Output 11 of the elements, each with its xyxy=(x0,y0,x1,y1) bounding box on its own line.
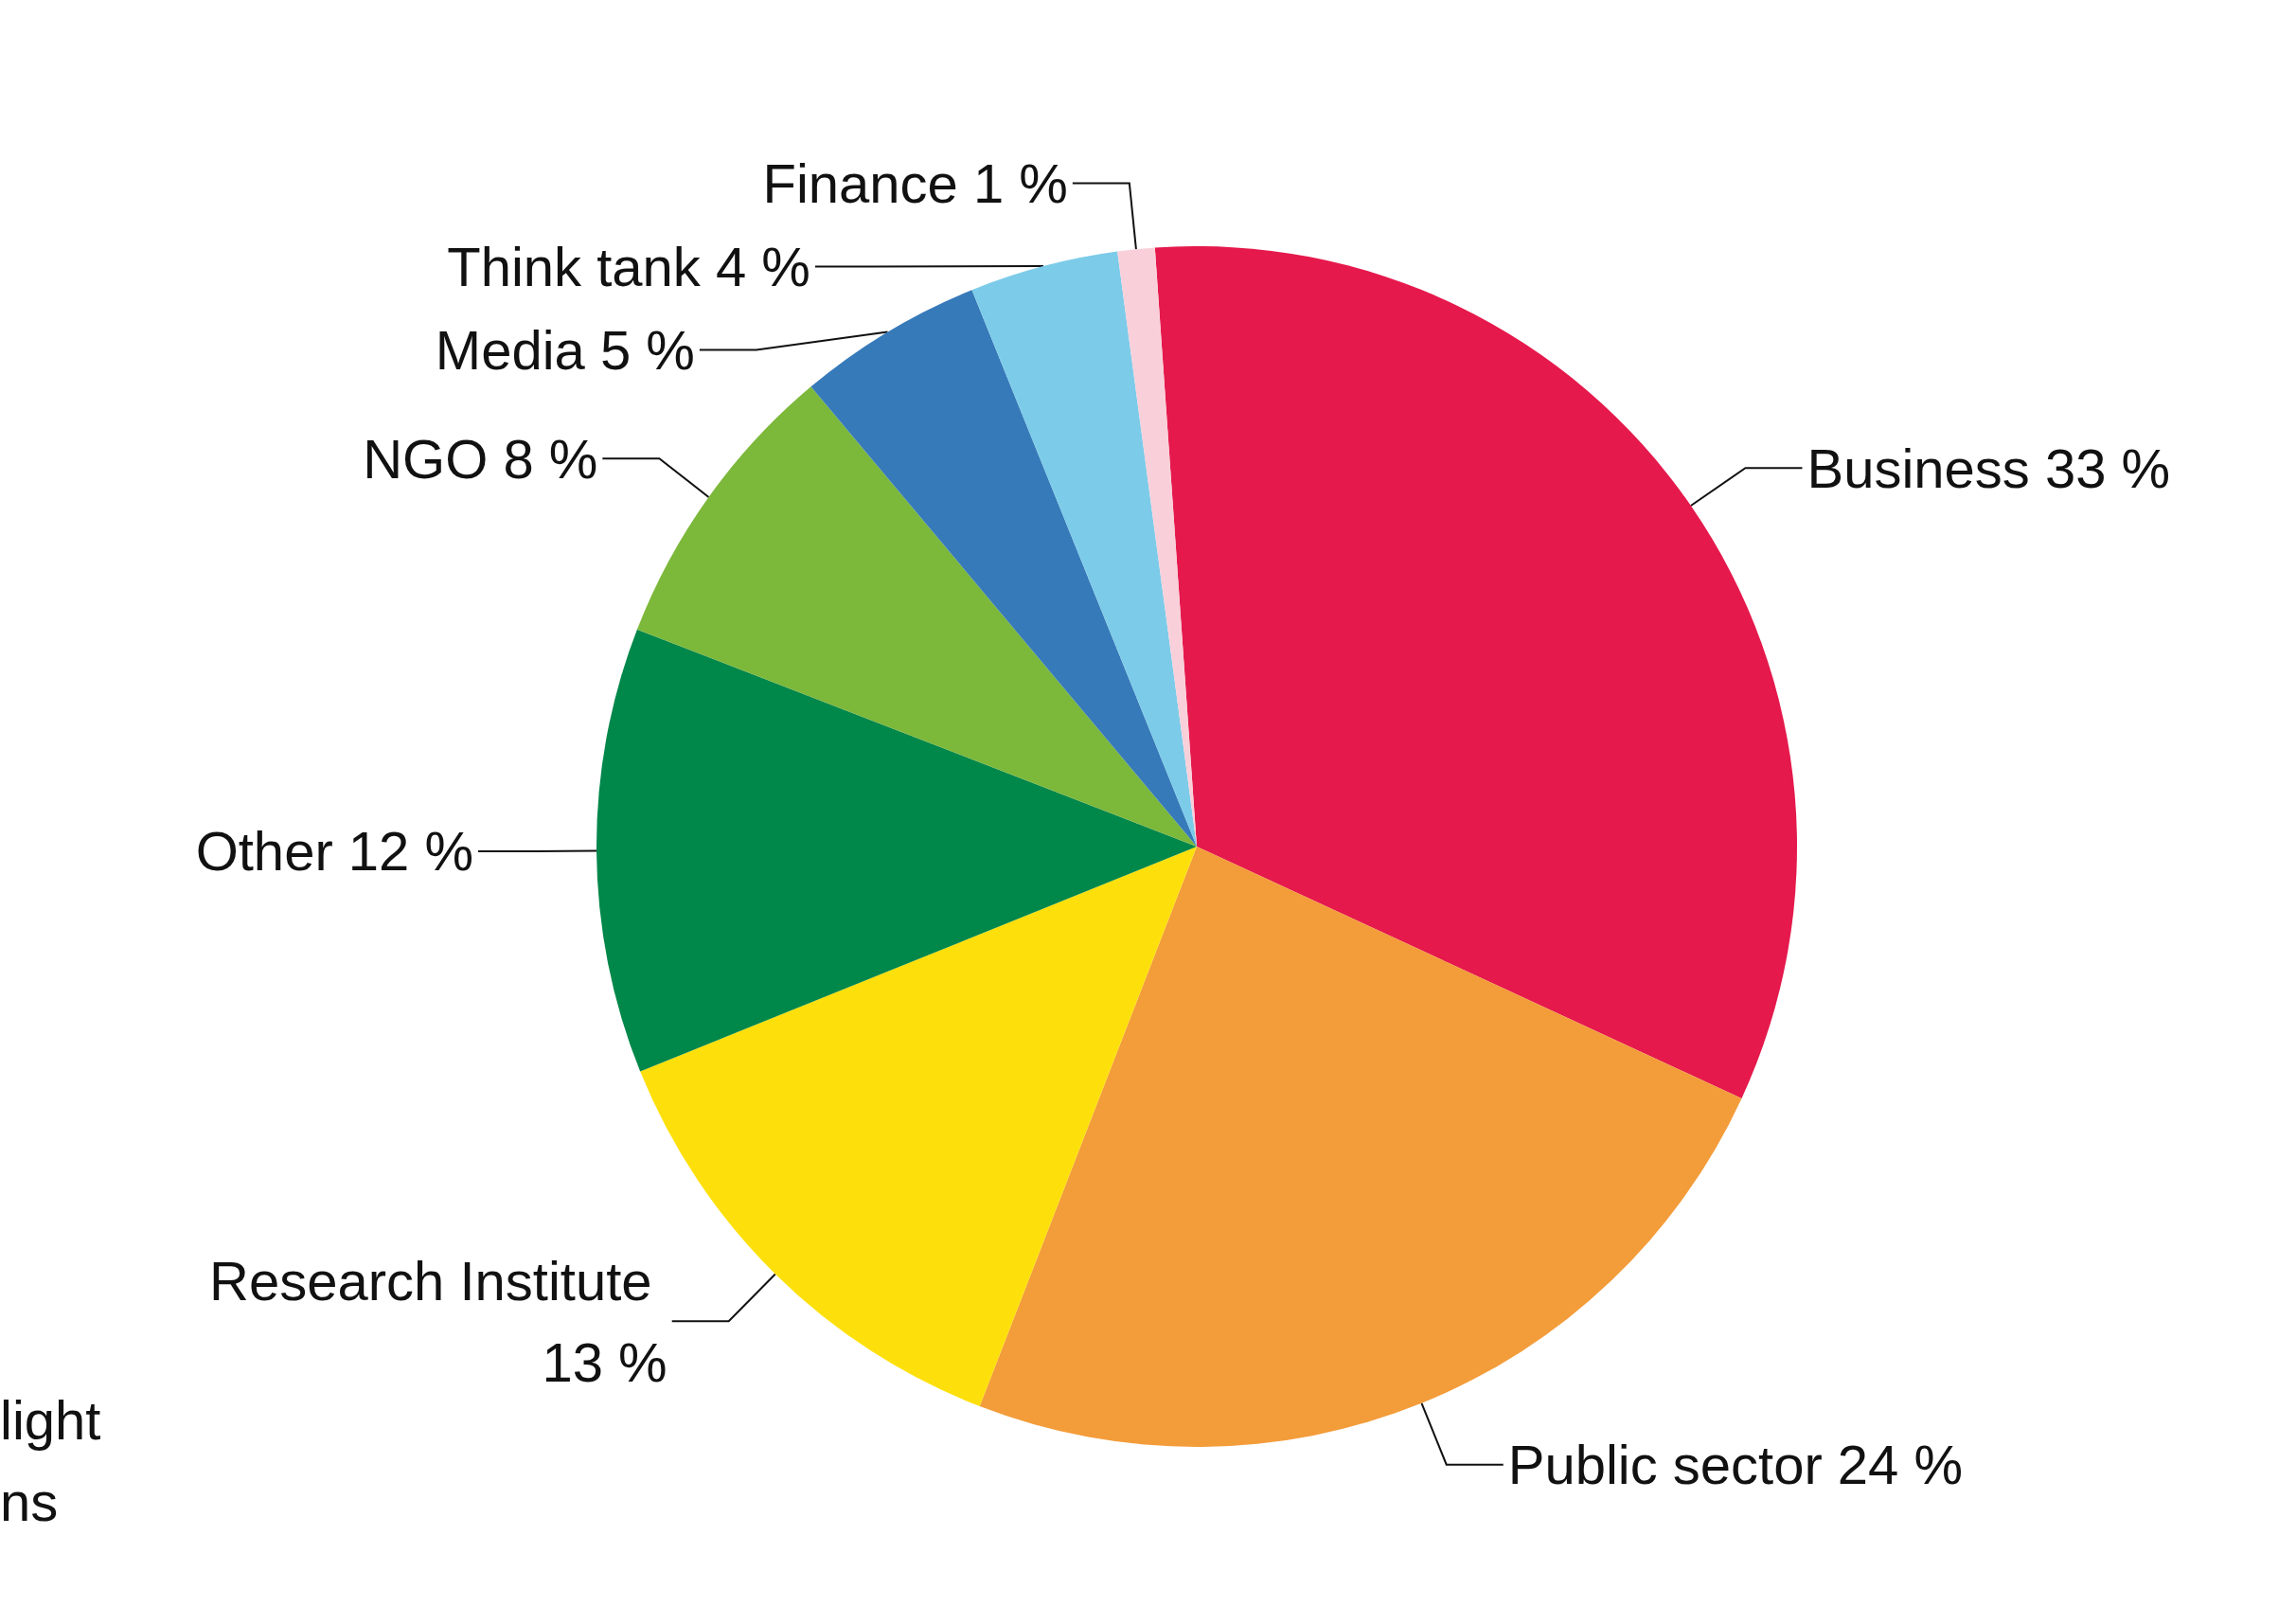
text: light xyxy=(0,1388,101,1451)
slice-label: NGO 8 % xyxy=(363,427,598,490)
slice-label: Media 5 % xyxy=(435,319,695,382)
text: ns xyxy=(0,1470,59,1532)
slice-label: Business 33 % xyxy=(1807,437,2171,499)
slice-label: Public sector 24 % xyxy=(1507,1434,1964,1496)
data-label: 13 % xyxy=(542,1330,667,1393)
slice-label: Research Institute xyxy=(209,1249,667,1312)
slice-label: Finance 1 % xyxy=(762,152,1068,215)
slice-label: Other 12 % xyxy=(195,820,474,883)
slice-label: Think tank 4 % xyxy=(447,236,810,298)
